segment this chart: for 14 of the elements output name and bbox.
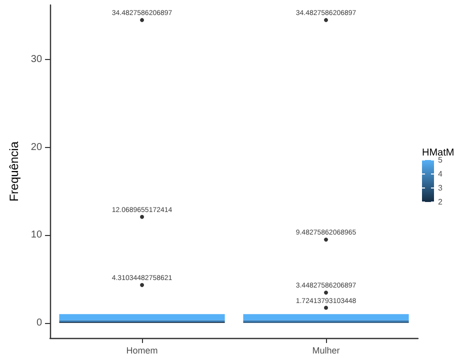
color-bar-label: 2 — [438, 198, 443, 206]
color-bar-title: HMatM — [422, 148, 454, 158]
x-tick-label: Mulher — [312, 346, 340, 355]
color-bar-label: 5 — [438, 156, 443, 164]
color-bar-label: 3 — [438, 184, 443, 192]
x-tick-label: Homem — [126, 346, 158, 355]
y-tick-label: 30 — [30, 54, 42, 65]
bar — [243, 314, 409, 320]
color-bar-label: 4 — [438, 170, 443, 178]
y-tick-label: 0 — [36, 317, 42, 328]
y-tick-label: 10 — [30, 230, 42, 241]
y-axis-title: Frequência — [7, 141, 21, 202]
y-tick-label: 20 — [30, 142, 42, 153]
bar — [59, 314, 225, 320]
